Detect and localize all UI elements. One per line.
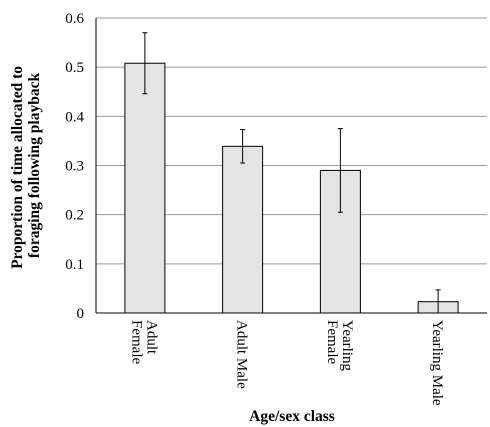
y-tick-label: 0.3 xyxy=(65,159,84,175)
category-label: Adult Male xyxy=(234,320,250,389)
category-label: Yearling Male xyxy=(429,320,445,406)
category-label-line: Yearling xyxy=(339,320,355,371)
y-tick-label: 0 xyxy=(77,306,85,322)
category-label-line: Adult xyxy=(143,320,159,355)
category-label-line: Adult Male xyxy=(234,320,250,389)
y-tick-label: 0.2 xyxy=(65,208,84,224)
y-tick-label: 0.1 xyxy=(65,257,84,273)
y-axis-title-line-2: foraging following playback xyxy=(26,73,43,259)
y-tick-label: 0.4 xyxy=(65,109,84,125)
y-axis-title: Proportion of time allocated to foraging… xyxy=(9,62,43,269)
bar xyxy=(124,62,166,314)
y-tick-label: 0.6 xyxy=(65,11,84,27)
error-bars xyxy=(142,32,441,314)
category-label-line: Female xyxy=(128,320,144,364)
category-label-line: Female xyxy=(324,320,340,364)
y-axis-title-line-1: Proportion of time allocated to xyxy=(9,66,26,269)
bars xyxy=(124,62,459,314)
category-label-line: Yearling Male xyxy=(429,320,445,406)
y-tick-label: 0.5 xyxy=(65,60,84,76)
x-axis-title: Age/sex class xyxy=(249,408,335,425)
bar xyxy=(222,145,264,314)
